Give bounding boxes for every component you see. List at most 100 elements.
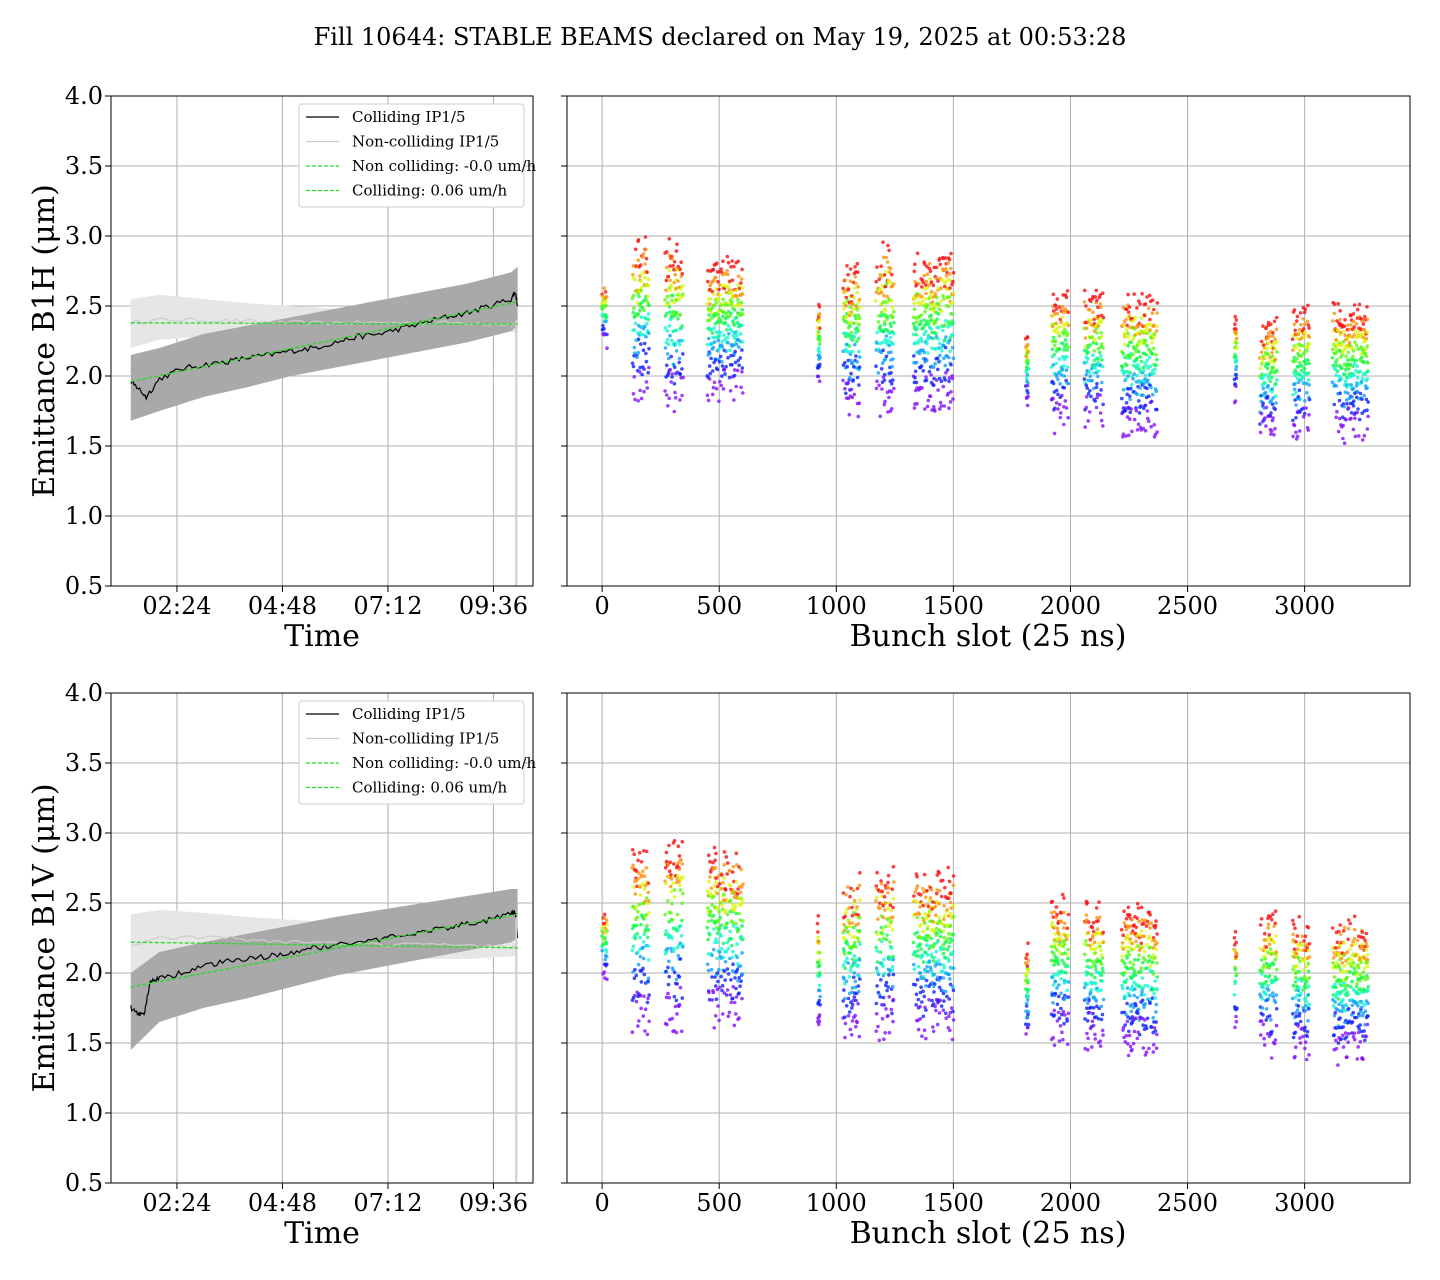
scatter-point: [937, 889, 942, 893]
scatter-point: [919, 364, 924, 368]
scatter-point: [1268, 963, 1273, 967]
legend-label: Colliding: 0.06 um/h: [352, 779, 507, 797]
scatter-point: [912, 894, 916, 898]
scatter-point: [1357, 434, 1361, 438]
scatter-point: [1154, 389, 1159, 394]
scatter-point: [639, 980, 644, 984]
scatter-point: [1126, 905, 1131, 910]
scatter-point: [937, 341, 942, 346]
scatter-point: [889, 324, 893, 329]
scatter-point: [1272, 433, 1276, 437]
scatter-point: [1143, 983, 1147, 988]
scatter-point: [1346, 391, 1350, 396]
scatter-point: [1298, 1036, 1302, 1040]
scatter-point: [1152, 332, 1157, 337]
scatter-point: [933, 409, 937, 413]
scatter-point: [1363, 1009, 1368, 1013]
legend-label: Non colliding: -0.0 um/h: [352, 754, 537, 772]
scatter-point: [639, 342, 643, 346]
scatter-point: [631, 272, 635, 277]
scatter-point: [1062, 910, 1066, 915]
scatter-point: [711, 947, 716, 952]
scatter-point: [673, 390, 677, 395]
scatter-point: [1365, 408, 1369, 413]
scatter-point: [874, 1001, 879, 1006]
scatter-point: [1089, 988, 1094, 992]
scatter-point: [1261, 401, 1265, 406]
scatter-point: [1331, 347, 1335, 352]
scatter-point: [818, 994, 822, 999]
scatter-point: [1261, 1022, 1266, 1027]
scatter-point: [643, 899, 647, 903]
scatter-point: [669, 946, 673, 951]
scatter-point: [734, 880, 739, 884]
scatter-point: [1095, 331, 1099, 335]
scatter-point: [1147, 1046, 1151, 1051]
scatter-point: [1291, 393, 1295, 397]
scatter-point: [1258, 422, 1262, 426]
scatter-point: [718, 916, 723, 920]
scatter-point: [638, 954, 643, 959]
scatter-point: [672, 839, 677, 843]
scatter-point: [1094, 906, 1099, 910]
scatter-point: [921, 960, 926, 964]
scatter-point: [891, 357, 895, 361]
scatter-point: [912, 269, 917, 274]
scatter-point: [1101, 997, 1106, 1002]
scatter-point: [669, 877, 674, 881]
scatter-point: [638, 935, 642, 940]
scatter-point: [1137, 399, 1141, 403]
scatter-point: [1132, 292, 1136, 296]
scatter-point: [1066, 310, 1070, 315]
scatter-point: [1338, 932, 1343, 936]
scatter-point: [1132, 980, 1136, 985]
scatter-point: [918, 971, 923, 975]
scatter-point: [1139, 929, 1144, 933]
scatter-point: [1303, 330, 1307, 335]
x-tick-label: 3000: [1274, 1189, 1335, 1217]
scatter-point: [913, 912, 918, 917]
scatter-point: [1062, 896, 1066, 900]
scatter-point: [841, 306, 846, 311]
scatter-point: [1054, 304, 1058, 308]
scatter-point: [947, 972, 951, 977]
scatter-point: [1306, 378, 1311, 382]
scatter-point: [816, 935, 820, 940]
scatter-point: [680, 271, 685, 276]
scatter-point: [1084, 383, 1089, 388]
scatter-point: [929, 888, 934, 892]
scatter-point: [858, 977, 862, 981]
scatter-point: [948, 940, 952, 945]
scatter-point: [1144, 328, 1148, 333]
scatter-point: [1302, 959, 1307, 963]
scatter-point: [732, 1023, 737, 1028]
scatter-point: [1124, 328, 1129, 332]
scatter-point: [921, 989, 925, 994]
scatter-point: [920, 285, 924, 289]
scatter-point: [678, 985, 683, 990]
scatter-point: [852, 954, 857, 958]
scatter-point: [677, 1002, 682, 1007]
scatter-point: [736, 297, 740, 302]
scatter-point: [1086, 1001, 1090, 1005]
scatter-point: [721, 941, 726, 946]
scatter-point: [637, 902, 641, 907]
scatter-point: [1100, 956, 1105, 960]
scatter-point: [1124, 917, 1129, 921]
scatter-point: [1099, 973, 1104, 977]
scatter-point: [930, 346, 934, 351]
scatter-point: [731, 333, 736, 338]
scatter-point: [878, 950, 883, 954]
x-tick-label: 1500: [923, 592, 984, 620]
scatter-point: [1058, 381, 1062, 386]
scatter-point: [1298, 311, 1303, 315]
scatter-point: [1350, 979, 1354, 984]
scatter-point: [1364, 948, 1368, 952]
scatter-point: [1352, 1037, 1357, 1042]
scatter-point: [850, 921, 854, 925]
x-tick-label: 1500: [923, 1189, 984, 1217]
scatter-point: [1297, 985, 1301, 990]
scatter-point: [949, 390, 953, 394]
scatter-point: [1149, 1025, 1154, 1029]
scatter-point: [1056, 392, 1060, 397]
